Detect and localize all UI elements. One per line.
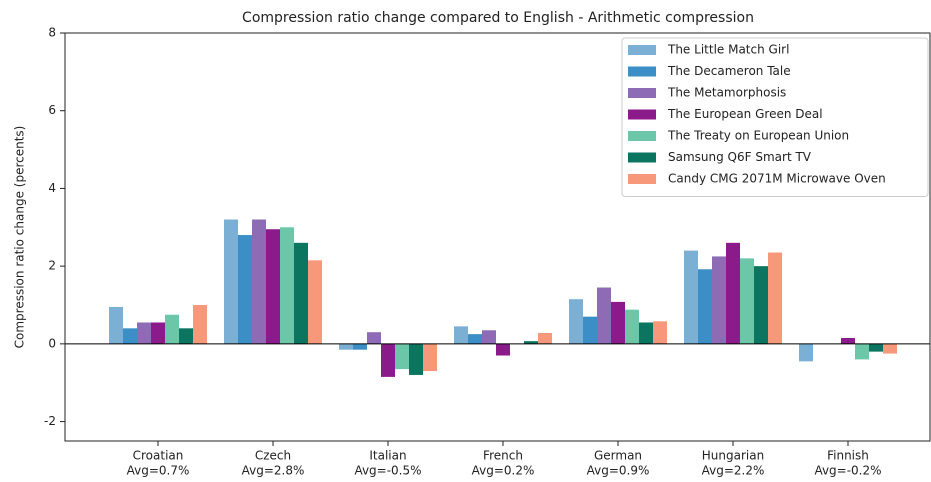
plot-frame: [64, 32, 931, 442]
legend-label: Candy CMG 2071M Microwave Oven: [668, 172, 886, 186]
bar: [294, 242, 308, 344]
bar: [367, 332, 381, 344]
x-tick-label: Hungarian: [702, 449, 764, 463]
x-tick-label: German: [594, 449, 642, 463]
legend-swatch: [628, 45, 656, 55]
bar: [883, 343, 897, 354]
legend-label: The Treaty on European Union: [667, 129, 849, 143]
y-tick-label: 6: [48, 103, 56, 117]
x-tick-note: Avg=0.7%: [127, 464, 190, 478]
bar: [238, 235, 252, 344]
legend-swatch: [628, 152, 656, 163]
x-tick-note: Avg=2.8%: [242, 464, 305, 478]
bar: [597, 287, 611, 344]
legend-label: Samsung Q6F Smart TV: [668, 150, 812, 164]
y-tick-label: -2: [44, 414, 56, 428]
bar: [482, 330, 496, 344]
x-tick-note: Avg=0.9%: [587, 464, 650, 478]
bar: [409, 343, 423, 375]
legend-swatch: [628, 88, 656, 98]
x-tick-note: Avg=-0.5%: [354, 464, 421, 478]
bar: [639, 322, 653, 344]
bar: [740, 258, 754, 344]
x-tick-label: Croatian: [133, 449, 184, 463]
bar: [165, 314, 179, 344]
y-tick-label: 2: [48, 259, 56, 273]
bar: [454, 326, 468, 344]
bar: [625, 309, 639, 344]
legend-label: The Little Match Girl: [667, 43, 789, 57]
legend-box: [621, 37, 929, 197]
y-tick-label: 4: [48, 181, 56, 195]
chart-title: Compression ratio change compared to Eng…: [242, 10, 754, 26]
legend-swatch: [628, 174, 656, 184]
bar: [353, 343, 367, 350]
x-tick-label: Finnish: [827, 449, 869, 463]
legend-swatch: [628, 66, 656, 77]
bar: [712, 256, 726, 344]
x-tick-label: Italian: [369, 449, 406, 463]
bar: [768, 252, 782, 344]
bar: [339, 343, 353, 350]
y-tick-label: 8: [48, 26, 56, 40]
legend-label: The Metamorphosis: [667, 86, 786, 100]
bar: [252, 219, 266, 344]
legend: The Little Match Girl The Decameron Tale T…: [621, 37, 929, 197]
bar: [151, 322, 165, 344]
bar: [754, 266, 768, 344]
bar: [855, 343, 869, 360]
bar: [468, 334, 482, 344]
bar: [109, 306, 123, 344]
x-tick-note: Avg=-0.2%: [814, 464, 881, 478]
bar: [381, 343, 395, 377]
bar: [569, 299, 583, 344]
bar: [266, 229, 280, 344]
legend-swatch: [628, 109, 656, 120]
bar: [524, 341, 538, 344]
y-axis-label: Compression ratio change (percents): [13, 126, 27, 349]
legend-swatch: [628, 131, 656, 141]
x-tick-note: Avg=0.2%: [472, 464, 535, 478]
legend-label: The European Green Deal: [667, 107, 823, 121]
bar: [137, 322, 151, 344]
bar: [726, 242, 740, 344]
bar: [684, 250, 698, 344]
y-tick-label: 0: [48, 336, 56, 350]
x-tick-label: French: [483, 449, 523, 463]
bar: [538, 332, 552, 344]
x-tick-note: Avg=2.2%: [702, 464, 765, 478]
x-tick-label: Czech: [255, 449, 291, 463]
bar: [308, 260, 322, 344]
bar: [583, 316, 597, 344]
bar: [423, 343, 437, 372]
bar: [799, 343, 813, 362]
bar: [841, 338, 855, 344]
bar: [653, 321, 667, 344]
legend-label: The Decameron Tale: [667, 64, 791, 78]
bar: [611, 301, 625, 344]
bar: [869, 343, 883, 352]
bar: [496, 343, 510, 356]
bar: [123, 328, 137, 344]
bar: [193, 305, 207, 344]
bar: [224, 219, 238, 344]
bar: [395, 343, 409, 370]
bar: [698, 269, 712, 344]
bar: [179, 328, 193, 344]
bar: [280, 227, 294, 344]
